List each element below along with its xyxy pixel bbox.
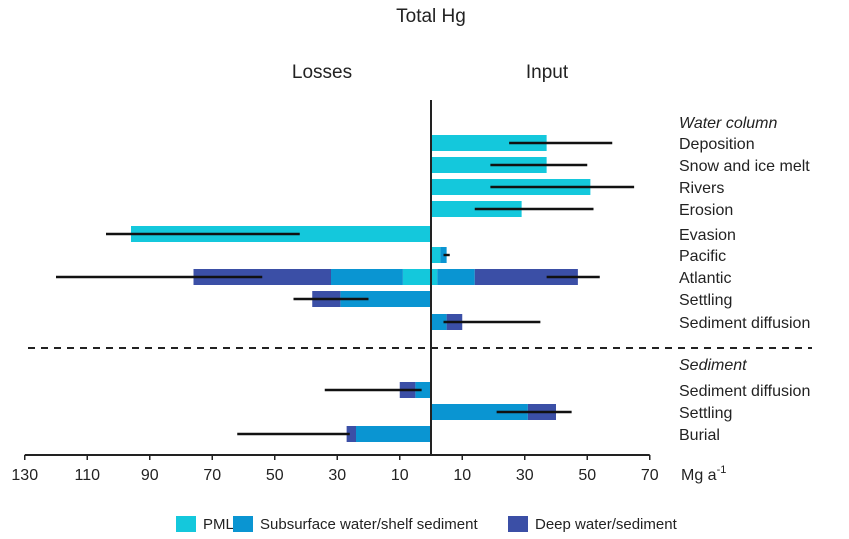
category-label-10: Settling [679, 405, 732, 422]
x-tick-label-0: 130 [11, 467, 38, 484]
bar-input-5-s0 [431, 247, 441, 263]
category-label-8: Sediment diffusion [679, 315, 810, 332]
bar-input-6-s0 [431, 269, 438, 285]
category-label-3: Erosion [679, 202, 733, 219]
bar-loss-11-s1 [356, 426, 431, 442]
category-label-0: Deposition [679, 136, 755, 153]
x-tick-label-3: 70 [203, 467, 221, 484]
bar-loss-9-s1 [415, 382, 431, 398]
section-title-sediment: Sediment [679, 357, 747, 374]
category-label-2: Rivers [679, 180, 724, 197]
bar-loss-7-s1 [340, 291, 431, 307]
legend-swatch-1 [233, 516, 253, 532]
x-tick-label-1: 110 [74, 467, 100, 484]
category-label-6: Atlantic [679, 270, 731, 287]
x-axis: 130 110 90 70 50 30 10 10 30 50 70 [11, 454, 659, 484]
bar-loss-6-s0 [402, 269, 431, 285]
x-tick-label-2: 90 [141, 467, 159, 484]
x-tick-label-7: 10 [453, 467, 471, 484]
category-label-11: Burial [679, 427, 720, 444]
legend: PML Subsurface water/shelf sediment Deep w… [176, 516, 678, 533]
legend-label-1: Subsurface water/shelf sediment [260, 516, 478, 533]
bar-input-8-s1 [431, 314, 447, 330]
legend-swatch-2 [508, 516, 528, 532]
category-label-7: Settling [679, 292, 732, 309]
unit-label: Mg a-1 [681, 464, 726, 484]
x-tick-label-4: 50 [266, 467, 284, 484]
legend-label-2: Deep water/sediment [535, 516, 678, 533]
section-title-water-column: Water column [679, 115, 778, 132]
unit-superscript: -1 [717, 464, 727, 476]
category-label-1: Snow and ice melt [679, 158, 810, 175]
bar-input-0-s0 [431, 135, 547, 151]
category-label-9: Sediment diffusion [679, 383, 810, 400]
legend-swatch-0 [176, 516, 196, 532]
bar-input-6-s2 [474, 269, 578, 285]
bar-input-6-s1 [437, 269, 475, 285]
x-tick-label-10: 70 [641, 467, 659, 484]
x-tick-label-6: 10 [391, 467, 409, 484]
input-label: Input [526, 62, 569, 83]
bar-loss-6-s1 [331, 269, 403, 285]
bar-input-1-s0 [431, 157, 547, 173]
error-bars-layer [56, 141, 635, 436]
x-tick-label-9: 50 [578, 467, 596, 484]
x-tick-label-8: 30 [516, 467, 534, 484]
bar-input-10-s1 [431, 404, 528, 420]
category-label-5: Pacific [679, 248, 726, 265]
legend-label-0: PML [203, 516, 234, 533]
unit-text: Mg a [681, 467, 717, 484]
losses-label: Losses [292, 62, 352, 83]
category-label-4: Evasion [679, 227, 736, 244]
bars-layer [131, 135, 591, 442]
x-tick-label-5: 30 [328, 467, 346, 484]
category-labels: Deposition Snow and ice melt Rivers Erosion… [679, 136, 810, 444]
chart-title: Total Hg [396, 6, 466, 27]
bar-loss-11-s2 [346, 426, 356, 442]
